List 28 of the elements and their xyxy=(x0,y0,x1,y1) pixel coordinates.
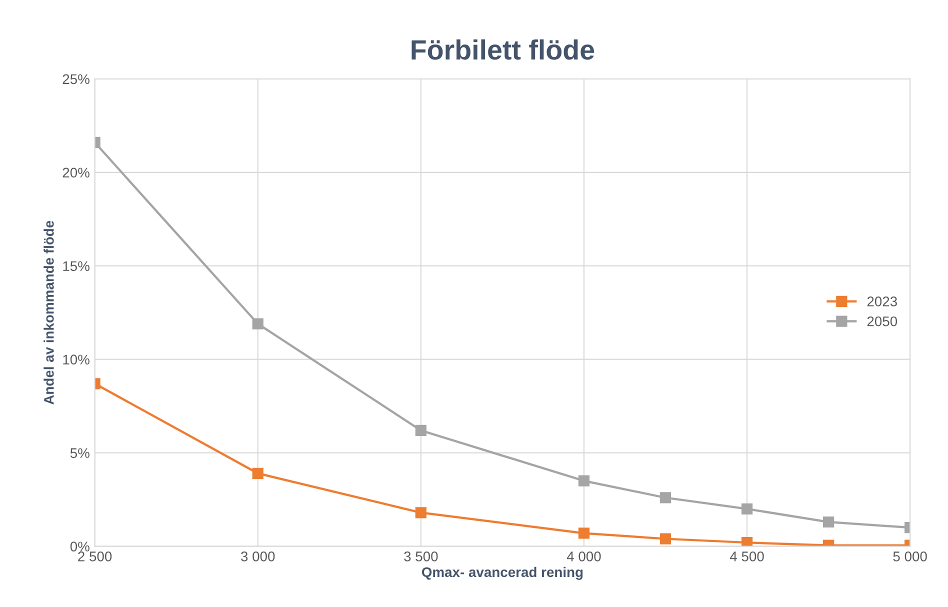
legend-label: 2050 xyxy=(867,316,898,326)
point xyxy=(415,424,426,436)
y-tick-label: 20% xyxy=(62,168,90,178)
legend-label: 2023 xyxy=(867,296,897,306)
point xyxy=(415,507,426,518)
y-tick-label: 25% xyxy=(62,74,90,84)
point xyxy=(578,475,590,486)
y-tick-label: 15% xyxy=(63,261,90,272)
y-tick-label: 10% xyxy=(63,354,90,365)
chart-title: Förbilett flöde xyxy=(412,39,594,60)
point xyxy=(741,503,753,514)
point xyxy=(660,492,672,504)
x-tick-label: 4 500 xyxy=(730,552,764,562)
point xyxy=(578,528,590,539)
x-tick-label: 5 000 xyxy=(893,552,927,562)
point xyxy=(741,537,753,546)
x-axis-title: Qmax- avancerad rening xyxy=(422,566,583,580)
x-tick-label: 3 500 xyxy=(404,552,438,562)
x-tick-label: 3 000 xyxy=(241,552,275,562)
point xyxy=(252,318,264,330)
x-tick-label: 2 500 xyxy=(78,552,112,562)
y-axis-title: Andel av inkommande flöde xyxy=(44,220,54,404)
point xyxy=(660,533,672,544)
x-tick-label: 4 000 xyxy=(566,552,601,562)
y-tick-label: 5% xyxy=(70,448,90,458)
point xyxy=(252,468,264,479)
point xyxy=(822,516,834,528)
y-tick-label: 0% xyxy=(70,542,90,552)
